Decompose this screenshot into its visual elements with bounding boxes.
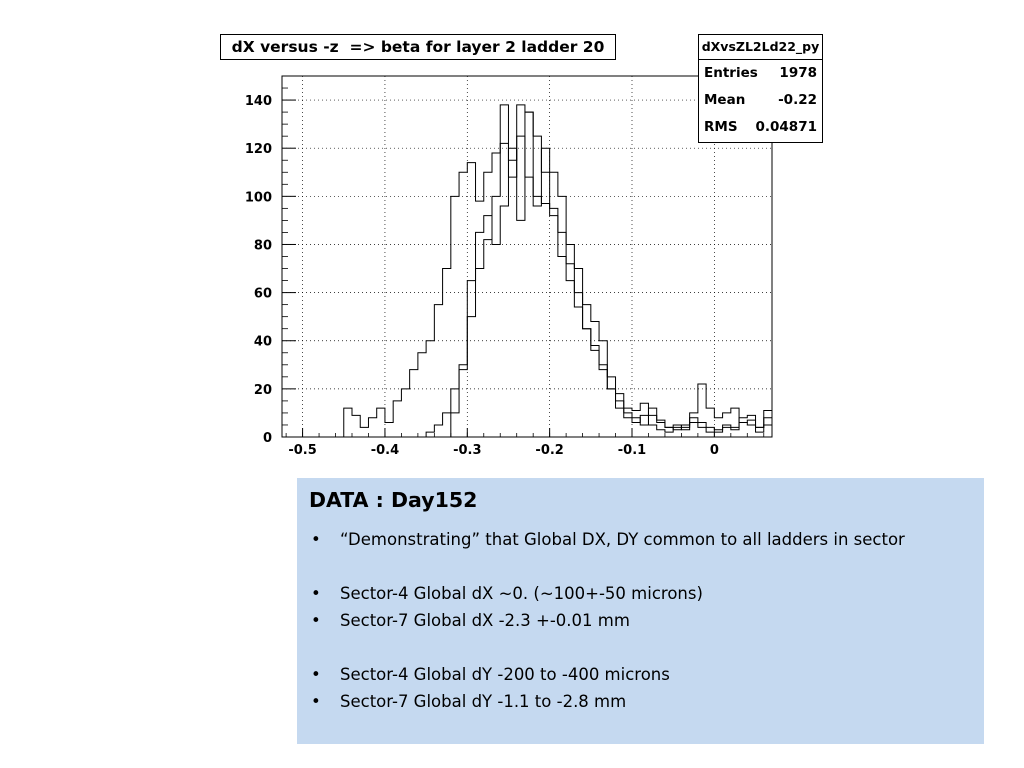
- stats-value: -0.22: [778, 92, 817, 108]
- list-item: “Demonstrating” that Global DX, DY commo…: [309, 526, 972, 553]
- list-item: Sector-7 Global dX -2.3 +-0.01 mm: [309, 607, 972, 634]
- stats-value: 0.04871: [755, 119, 818, 135]
- data-notes-box: DATA : Day152 “Demonstrating” that Globa…: [297, 478, 984, 744]
- stats-row-mean: Mean -0.22: [699, 87, 822, 114]
- stats-value: 1978: [779, 65, 817, 81]
- histogram-series: [286, 104, 772, 438]
- y-tick-label: 0: [263, 431, 272, 446]
- list-item: Sector-7 Global dY -1.1 to -2.8 mm: [309, 688, 972, 715]
- notes-list: “Demonstrating” that Global DX, DY commo…: [309, 526, 972, 715]
- x-tick-label: -0.5: [288, 443, 316, 458]
- chart-title: dX versus -z => beta for layer 2 ladder …: [220, 34, 616, 60]
- y-tick-label: 60: [254, 287, 272, 302]
- grid-lines: [282, 76, 772, 437]
- y-tick-label: 100: [245, 190, 272, 205]
- y-tick-label: 140: [245, 94, 272, 109]
- stats-box: dXvsZL2Ld22_py Entries 1978 Mean -0.22 R…: [698, 34, 823, 143]
- x-tick-label: -0.1: [618, 443, 646, 458]
- notes-title: DATA : Day152: [309, 488, 478, 512]
- histogram-series-3: [286, 104, 772, 438]
- stats-row-entries: Entries 1978: [699, 60, 822, 87]
- list-item: Sector-4 Global dX ~0. (~100+-50 microns…: [309, 580, 972, 607]
- y-tick-label: 120: [245, 142, 272, 157]
- stats-histogram-name: dXvsZL2Ld22_py: [699, 35, 822, 60]
- y-tick-label: 80: [254, 238, 272, 253]
- axes: -0.5 -0.4 -0.3 -0.2 -0.1 0 0 20 40 60 80 100 120 140: [245, 87, 765, 458]
- x-tick-label: -0.2: [535, 443, 563, 458]
- list-item: Sector-4 Global dY -200 to -400 microns: [309, 661, 972, 688]
- stats-label: RMS: [704, 119, 738, 135]
- x-tick-label: 0: [710, 443, 719, 458]
- histogram-plot: -0.5 -0.4 -0.3 -0.2 -0.1 0 0 20 40 60 80 100 120 140: [245, 75, 773, 458]
- y-tick-label: 20: [254, 383, 272, 398]
- plot-frame: [281, 75, 773, 438]
- stats-label: Mean: [704, 92, 746, 108]
- y-tick-label: 40: [254, 335, 272, 350]
- x-tick-label: -0.4: [371, 443, 399, 458]
- stats-row-rms: RMS 0.04871: [699, 114, 822, 141]
- x-tick-label: -0.3: [453, 443, 481, 458]
- stats-label: Entries: [704, 65, 758, 81]
